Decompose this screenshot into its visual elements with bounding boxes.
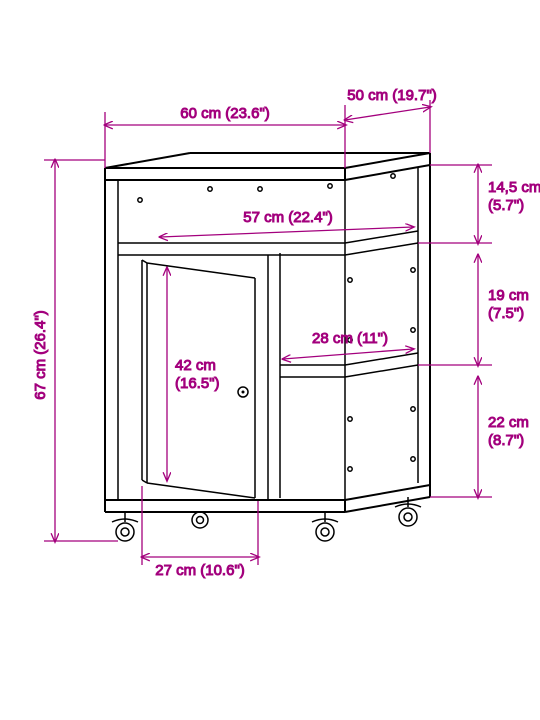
caster-wheel	[112, 512, 138, 541]
dim-shelf-mid-b: (7.5")	[488, 305, 524, 322]
dim-inner-shelf: 28 cm (11")	[312, 330, 388, 347]
dimensions-group: 60 cm (23.6") 50 cm (19.7") 67 cm (26.4"…	[32, 87, 540, 579]
dim-shelf-top-b: (5.7")	[488, 197, 524, 214]
dim-inner-width: 57 cm (22.4")	[243, 209, 333, 226]
dim-door-h-a: 42 cm	[175, 357, 216, 374]
caster-wheel	[192, 512, 208, 528]
cabinet-diagram: 60 cm (23.6") 50 cm (19.7") 67 cm (26.4"…	[0, 0, 540, 720]
dim-shelf-bot-b: (8.7")	[488, 432, 524, 449]
dim-width-top: 60 cm (23.6")	[180, 105, 270, 122]
dim-shelf-bot-a: 22 cm	[488, 414, 529, 431]
dim-depth-top: 50 cm (19.7")	[347, 87, 437, 104]
diagram-stage: 60 cm (23.6") 50 cm (19.7") 67 cm (26.4"…	[0, 0, 540, 720]
dim-door-width: 27 cm (10.6")	[155, 562, 245, 579]
dim-door-h-b: (16.5")	[175, 375, 220, 392]
dim-shelf-mid-a: 19 cm	[488, 287, 529, 304]
dim-height-left: 67 cm (26.4")	[32, 310, 49, 400]
caster-wheel	[312, 512, 338, 541]
caster-wheel	[395, 497, 421, 526]
dim-shelf-top-a: 14,5 cm	[488, 179, 540, 196]
